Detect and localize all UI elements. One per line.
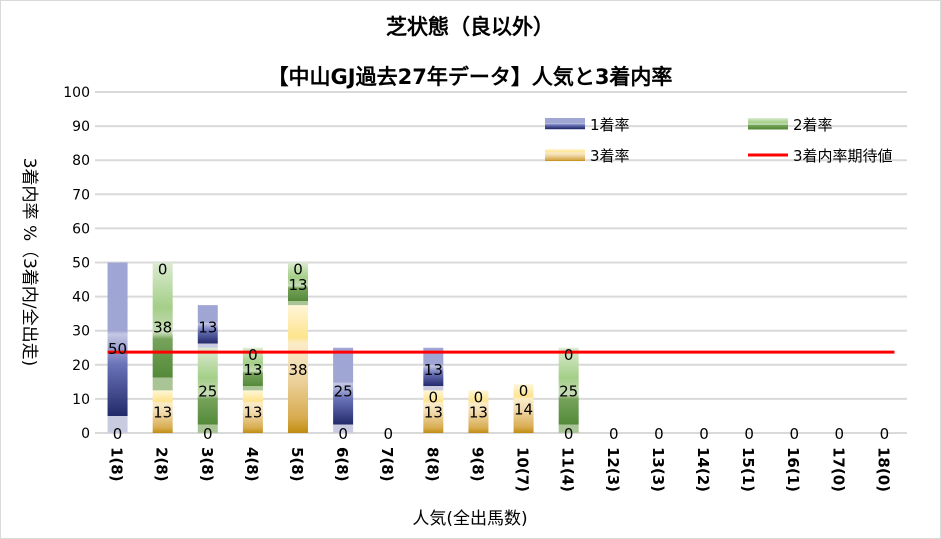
x-tick-label: 9(8) [468,447,486,482]
data-label: 0 [248,346,258,364]
data-label: 0 [429,388,439,406]
y-tick-label: 100 [63,85,90,101]
data-label: 13 [469,404,488,422]
data-label: 25 [559,382,578,400]
data-label: 25 [334,382,353,400]
data-label: 0 [835,425,845,443]
x-tick-label: 8(8) [423,447,441,482]
data-label: 0 [564,425,574,443]
data-label: 13 [424,361,443,379]
legend-swatch-1st [545,118,585,130]
legend-label-3rd: 3着率 [590,147,630,165]
data-label: 13 [243,404,262,422]
data-label: 25 [198,382,217,400]
y-tick-label: 50 [72,256,90,272]
data-label: 13 [153,404,172,422]
data-label: 0 [113,425,123,443]
data-label: 0 [789,425,799,443]
data-label: 0 [744,425,754,443]
y-tick-label: 60 [72,221,90,237]
data-label: 50 [108,340,127,358]
data-label: 13 [243,361,262,379]
bar-1st-rate [107,262,128,433]
bar-1st-rate [423,347,444,391]
bar-3rd-rate [513,384,534,433]
bar-1st-rate [333,347,354,433]
bar-3rd-rate [242,390,263,433]
bar-2nd-rate [288,262,308,306]
x-tick-label: 4(8) [243,447,261,482]
data-label: 13 [198,318,217,336]
data-label: 0 [564,346,574,364]
data-label: 38 [288,361,307,379]
y-tick-label: 70 [72,187,90,203]
x-tick-label: 10(7) [514,447,532,492]
y-tick-label: 30 [72,324,90,340]
y-axis-label: 3着内率 %（3着内/全出走) [19,158,39,367]
bar-1st-rate [197,305,218,348]
bar-2nd-rate [152,262,173,391]
y-tick-label: 20 [72,358,90,374]
legend-swatch-3rd [545,149,585,161]
data-label: 0 [880,425,890,443]
data-label: 13 [288,276,307,294]
data-label: 0 [338,425,348,443]
x-tick-label: 11(4) [559,447,577,492]
y-tick-label: 90 [72,119,90,135]
data-label: 0 [203,425,213,443]
y-tick-label: 40 [72,290,90,306]
legend-label-2nd: 2着率 [793,116,833,134]
chart-title: 芝状態（良以外） [386,15,554,39]
bar-3rd-rate [288,305,308,433]
legend: 1着率 2着率 3着率 3着内率期待値 [545,116,893,165]
x-tick-label: 16(1) [784,447,802,492]
data-label: 14 [514,401,533,419]
bar-2nd-rate [242,347,263,391]
x-tick-label: 7(8) [378,447,396,482]
bar-3rd-rate [468,390,489,433]
chart-subtitle: 【中山GJ過去27年データ】人気と3着内率 [268,65,673,89]
data-label: 0 [519,382,529,400]
y-tick-label: 10 [72,392,90,408]
y-tick-label: 0 [81,426,90,442]
data-label: 0 [699,425,709,443]
data-label: 38 [153,318,172,336]
x-tick-label: 2(8) [153,447,171,482]
bar-3rd-rate [423,390,444,433]
x-axis-label: 人気(全出馬数) [412,509,527,529]
x-tick-label: 5(8) [288,447,306,482]
x-tick-label: 18(0) [874,447,892,492]
data-label: 13 [424,404,443,422]
data-label: 0 [383,425,393,443]
data-label: 0 [158,261,168,279]
legend-label-expected: 3着内率期待値 [793,147,893,165]
data-label: 0 [474,388,484,406]
legend-swatch-2nd [748,118,788,130]
x-tick-label: 3(8) [198,447,216,482]
bar-2nd-rate [558,347,579,433]
bar-3rd-rate [152,390,173,433]
x-tick-label: 14(2) [694,447,712,492]
bar-2nd-rate [197,347,218,433]
data-label: 0 [293,261,303,279]
x-tick-label: 6(8) [333,447,351,482]
x-tick-label: 13(3) [649,447,667,492]
data-label: 0 [654,425,664,443]
x-tick-label: 1(8) [108,447,126,482]
data-label: 0 [609,425,619,443]
y-tick-label: 80 [72,153,90,169]
x-tick-label: 12(3) [604,447,622,492]
x-tick-label: 15(1) [739,447,757,492]
x-tick-label: 17(0) [829,447,847,492]
legend-label-1st: 1着率 [590,116,630,134]
